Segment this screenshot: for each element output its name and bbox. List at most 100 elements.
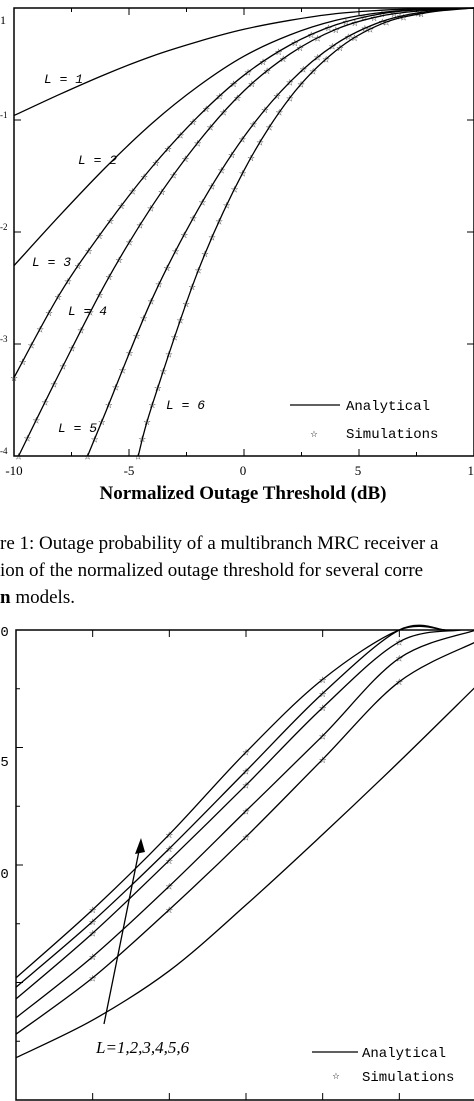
y-tick-label-m4: -4 bbox=[0, 446, 8, 456]
chart1-curve-labels: L = 1 L = 2 L = 3 L = 4 L = 5 L = 6 bbox=[32, 72, 205, 436]
sim-marker-L4: ☆ bbox=[181, 155, 189, 165]
sim-marker-L5: ☆ bbox=[313, 54, 321, 64]
sim-marker-L3: ☆ bbox=[230, 80, 238, 90]
chart2-y-tick-labels: 20 15 10 5 0 bbox=[0, 625, 9, 1101]
sim-marker-L3: ☆ bbox=[117, 202, 125, 212]
sim-marker-L3: ☆ bbox=[189, 118, 197, 128]
caption-bold-fragment: n bbox=[0, 587, 11, 608]
sim-marker-L6: ☆ bbox=[194, 267, 202, 277]
sim-marker-L4: ☆ bbox=[59, 362, 67, 372]
sim-marker-L5: ☆ bbox=[112, 384, 120, 394]
legend-simulation-marker-2: ☆ bbox=[332, 1069, 339, 1083]
y2-tick-label-15: 15 bbox=[0, 755, 9, 771]
sim-marker-L5: ☆ bbox=[125, 349, 133, 359]
x-tick-label-m10: -10 bbox=[5, 463, 22, 478]
sim-marker-L6: ☆ bbox=[351, 34, 359, 44]
x-tick-label-m5: -5 bbox=[124, 463, 135, 478]
sim-marker-L5: ☆ bbox=[286, 79, 294, 89]
caption-line-3: n models. bbox=[0, 584, 474, 611]
chart1-x-tick-labels: -10 -5 0 5 10 bbox=[5, 463, 474, 478]
curve2-L5 bbox=[15, 642, 474, 1035]
chart1-simulation-markers: ☆ ☆ ☆ ☆ ☆ ☆ ☆ ☆ ☆ ☆ ☆ ☆ ☆ ☆ ☆ ☆ ☆ ☆ ☆ ☆ ☆ ☆ ☆ ☆ ☆ ☆ ☆ ☆ ☆ ☆ ☆ ☆ ☆ ☆ ☆ ☆ ☆ ☆ ☆ ☆… bbox=[10, 9, 425, 462]
sim-marker-L3: ☆ bbox=[176, 131, 184, 141]
sim-marker-L6: ☆ bbox=[366, 25, 374, 35]
sim-marker-L6: ☆ bbox=[134, 453, 142, 463]
sim2-marker-L5: ☆ bbox=[165, 906, 173, 916]
sim-marker-L6: ☆ bbox=[143, 418, 151, 428]
sim-marker-L4: ☆ bbox=[68, 344, 76, 354]
sim-marker-L6: ☆ bbox=[165, 350, 173, 360]
curve2-L6 bbox=[15, 687, 474, 1059]
sim-marker-L3: ☆ bbox=[95, 232, 103, 242]
sim2-marker-L4: ☆ bbox=[395, 655, 403, 665]
sim-marker-L5: ☆ bbox=[208, 182, 216, 192]
sim2-marker-L3: ☆ bbox=[89, 930, 97, 940]
curve-label-l2: L = 2 bbox=[78, 153, 117, 168]
sim-marker-L5: ☆ bbox=[299, 66, 307, 76]
caption-line-1: re 1: Outage probability of a multibranc… bbox=[0, 533, 439, 554]
sim-marker-L6: ☆ bbox=[201, 250, 209, 260]
sim2-marker-L2: ☆ bbox=[89, 918, 97, 928]
sim-marker-L5: ☆ bbox=[172, 247, 180, 257]
sim-marker-L6: ☆ bbox=[322, 55, 330, 65]
sim-marker-L6: ☆ bbox=[399, 14, 407, 24]
sim-marker-L3: ☆ bbox=[36, 325, 44, 335]
sim-marker-L6: ☆ bbox=[336, 44, 344, 54]
chart1-x-axis-label: Normalized Outage Threshold (dB) bbox=[100, 483, 387, 504]
legend-simulations-label-2: Simulations bbox=[362, 1070, 454, 1086]
curve2-L4 bbox=[15, 629, 474, 1019]
curve2-L1 bbox=[15, 625, 446, 979]
sim-marker-L3: ☆ bbox=[54, 293, 62, 303]
sim-marker-L3: ☆ bbox=[307, 31, 315, 41]
sim-marker-L3: ☆ bbox=[244, 69, 252, 79]
sim-marker-L3: ☆ bbox=[259, 58, 267, 68]
sim2-marker-L1: ☆ bbox=[319, 676, 327, 686]
chart1-legend: Analytical ☆ Simulations bbox=[290, 399, 438, 443]
y2-tick-label-20: 20 bbox=[0, 625, 9, 641]
sim-marker-L4: ☆ bbox=[332, 26, 340, 36]
sim-marker-L4: ☆ bbox=[351, 19, 359, 29]
sim2-marker-L1: ☆ bbox=[165, 831, 173, 841]
curve2-L2 bbox=[15, 624, 446, 988]
sim-marker-L6: ☆ bbox=[154, 384, 162, 394]
sim-marker-L5: ☆ bbox=[119, 366, 127, 376]
chart1-axis-ticks bbox=[13, 7, 474, 457]
sim-marker-L3: ☆ bbox=[275, 48, 283, 58]
sim-marker-L4: ☆ bbox=[86, 309, 94, 319]
sim-marker-L5: ☆ bbox=[105, 401, 113, 411]
curve-L3 bbox=[13, 7, 474, 378]
curve-L1 bbox=[13, 7, 474, 117]
sim-marker-L6: ☆ bbox=[309, 68, 317, 78]
y-tick-label-1: 1 bbox=[0, 13, 6, 27]
curve-label-l5: L = 5 bbox=[58, 421, 97, 436]
sim-marker-L6: ☆ bbox=[176, 317, 184, 327]
sim-marker-L3: ☆ bbox=[202, 105, 210, 115]
sim-marker-L6: ☆ bbox=[275, 109, 283, 119]
sim-marker-L6: ☆ bbox=[138, 435, 146, 445]
sim-marker-L3: ☆ bbox=[27, 342, 35, 352]
sim-marker-L4: ☆ bbox=[125, 239, 133, 249]
chart2-annotation: L=1,2,3,4,5,6 bbox=[95, 838, 190, 1057]
sim-marker-L4: ☆ bbox=[169, 171, 177, 181]
chart2-simulation-markers: ☆ ☆ ☆ ☆ ☆ ☆ ☆ ☆ ☆ ☆ ☆ ☆ ☆ ☆ ☆ ☆ ☆ ☆ ☆ ☆ ☆ ☆ ☆ bbox=[89, 638, 404, 984]
sim-marker-L4: ☆ bbox=[41, 398, 49, 408]
sim-marker-L4: ☆ bbox=[147, 205, 155, 215]
sim-marker-L4: ☆ bbox=[77, 327, 85, 337]
sim-marker-L4: ☆ bbox=[248, 80, 256, 90]
sim2-marker-L2: ☆ bbox=[319, 690, 327, 700]
sim-marker-L4: ☆ bbox=[279, 55, 287, 65]
sim-marker-L4: ☆ bbox=[370, 14, 378, 24]
sim-marker-L5: ☆ bbox=[189, 215, 197, 225]
sim-marker-L4: ☆ bbox=[23, 434, 31, 444]
sim-marker-L5: ☆ bbox=[140, 315, 148, 325]
sim-marker-L5: ☆ bbox=[273, 92, 281, 102]
sim-marker-L3: ☆ bbox=[19, 358, 27, 368]
sim-marker-L6: ☆ bbox=[208, 234, 216, 244]
sim-marker-L3: ☆ bbox=[129, 188, 137, 198]
sim2-marker-L4: ☆ bbox=[242, 807, 250, 817]
sim2-marker-L3: ☆ bbox=[165, 857, 173, 867]
sim-marker-L3: ☆ bbox=[342, 18, 350, 28]
sim-marker-L5: ☆ bbox=[91, 435, 99, 445]
caption-line-3-rest: models. bbox=[10, 587, 75, 608]
sim-marker-L6: ☆ bbox=[159, 367, 167, 377]
